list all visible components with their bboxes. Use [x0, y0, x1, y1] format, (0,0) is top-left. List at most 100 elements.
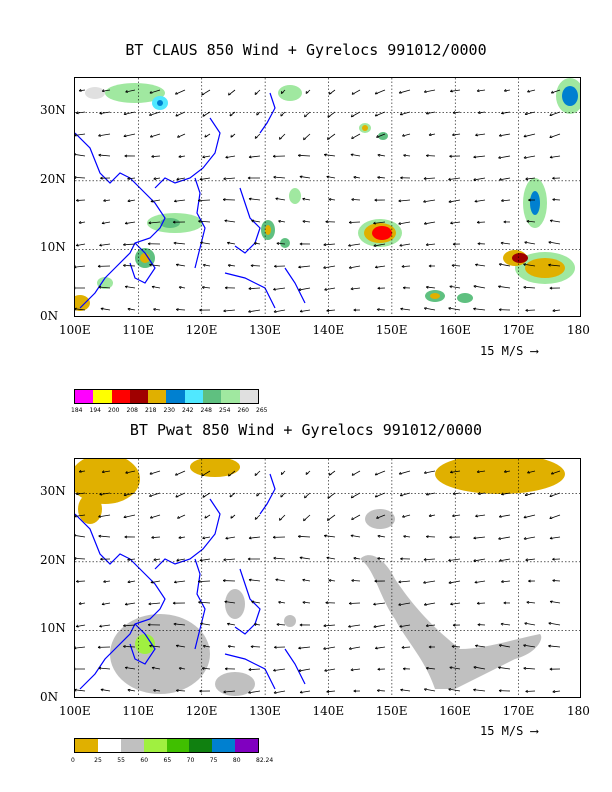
wind-arrowhead: [351, 198, 355, 202]
wind-arrowhead: [123, 134, 127, 138]
wind-arrowhead: [256, 112, 260, 116]
wind-arrowhead: [476, 601, 480, 605]
wind-vector: [149, 89, 161, 94]
wind-vector: [123, 111, 136, 115]
wind-vector: [452, 133, 461, 136]
wind-vector: [448, 580, 461, 584]
wind-vector: [501, 199, 511, 202]
wind-vector: [448, 558, 461, 562]
wind-arrowhead: [448, 558, 451, 562]
wind-arrowhead: [279, 517, 282, 521]
wind-vector: [552, 580, 561, 582]
wind-vector: [450, 89, 461, 92]
wind-vector: [75, 535, 86, 538]
wind-arrowhead: [425, 243, 429, 247]
wind-arrowhead: [452, 242, 456, 246]
wind-vector: [524, 622, 536, 626]
wind-arrowhead: [127, 307, 131, 311]
wind-arrowhead: [177, 134, 180, 138]
wind-vector: [450, 602, 461, 605]
wind-arrowhead: [178, 535, 182, 539]
wind-vector: [125, 470, 136, 474]
wind-vector: [349, 221, 361, 223]
wind-arrowhead: [223, 309, 226, 313]
wind-vector: [250, 265, 261, 267]
wind-arrowhead: [280, 494, 284, 498]
wind-vector: [424, 221, 436, 225]
wind-arrowhead: [75, 534, 76, 538]
wind-vector: [552, 199, 561, 201]
wind-arrowhead: [376, 689, 380, 693]
wind-arrowhead: [475, 133, 478, 137]
wind-arrowhead: [149, 113, 152, 116]
wind-arrowhead: [451, 645, 455, 649]
wind-arrowhead: [227, 241, 230, 245]
wind-arrowhead: [525, 177, 529, 181]
panel1-colorbar: [74, 389, 259, 404]
wind-arrowhead: [222, 198, 226, 202]
wind-vector: [475, 133, 486, 136]
wind-arrowhead: [498, 666, 501, 670]
wind-vector: [99, 624, 111, 627]
wind-arrowhead: [103, 579, 106, 583]
wind-vector: [76, 199, 86, 201]
wind-vector: [200, 242, 211, 245]
panel2-map-canvas: [75, 459, 580, 697]
wind-arrowhead: [351, 91, 355, 95]
wind-vector: [499, 644, 511, 648]
wind-arrowhead: [523, 263, 526, 267]
wind-arrowhead: [275, 578, 279, 582]
wind-vector: [149, 492, 161, 497]
colorbar-swatch: [143, 739, 167, 752]
wind-arrowhead: [222, 579, 226, 583]
wind-arrowhead: [224, 219, 228, 223]
wind-arrowhead: [448, 200, 452, 203]
wind-vector: [176, 689, 186, 692]
wind-vector: [501, 580, 511, 583]
wind-vector: [499, 133, 511, 137]
wind-arrowhead: [227, 264, 231, 267]
wind-arrowhead: [325, 220, 329, 224]
wind-arrowhead: [350, 114, 354, 118]
lat-label-0N: 0N: [40, 690, 59, 704]
wind-arrowhead: [503, 220, 507, 224]
wind-arrowhead: [75, 557, 77, 561]
wind-arrowhead: [298, 288, 302, 291]
wind-arrowhead: [525, 558, 529, 562]
colorbar-swatch: [129, 390, 149, 403]
wind-arrowhead: [199, 689, 202, 693]
wind-arrowhead: [552, 690, 556, 693]
wind-arrowhead: [423, 199, 426, 203]
wind-vector: [324, 287, 336, 291]
wind-arrowhead: [299, 309, 303, 313]
wind-arrowhead: [501, 580, 504, 583]
wind-arrowhead: [123, 264, 126, 268]
wind-vector: [175, 470, 186, 476]
wind-arrowhead: [127, 688, 131, 692]
wind-arrowhead: [449, 154, 452, 158]
wind-vector: [224, 220, 236, 223]
wind-arrowhead: [374, 265, 378, 269]
wind-arrowhead: [197, 579, 201, 583]
panel2-title: BT Pwat 850 Wind + Gyrelocs 991012/0000: [129, 421, 483, 439]
wind-arrowhead: [374, 579, 378, 583]
wind-arrowhead: [498, 133, 502, 137]
wind-arrowhead: [177, 515, 180, 519]
wind-arrowhead: [552, 309, 556, 312]
wind-arrowhead: [448, 581, 452, 584]
wind-vector: [523, 644, 536, 648]
wind-arrowhead: [278, 219, 281, 223]
wind-arrowhead: [127, 580, 131, 584]
wind-arrowhead: [127, 176, 130, 180]
wind-vector: [125, 667, 136, 670]
wind-vector: [149, 470, 161, 475]
wind-arrowhead: [127, 557, 130, 561]
wind-vector: [549, 111, 561, 116]
wind-vector: [173, 623, 186, 626]
wind-arrowhead: [350, 287, 354, 291]
wind-arrowhead: [373, 625, 377, 628]
wind-arrowhead: [475, 263, 478, 267]
wind-arrowhead: [78, 601, 82, 605]
wind-arrowhead: [348, 601, 352, 605]
wind-arrowhead: [326, 556, 330, 560]
